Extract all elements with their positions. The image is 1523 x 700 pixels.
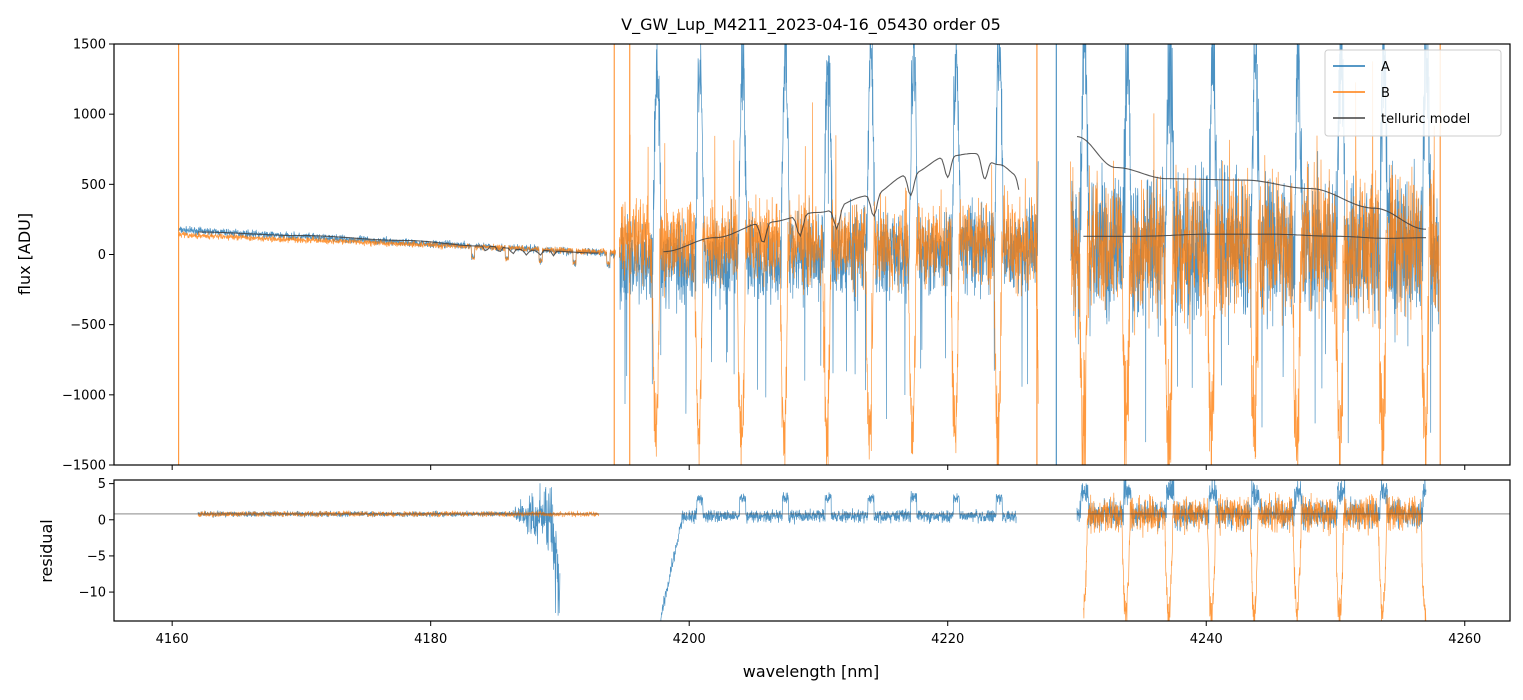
top-panel: −1500 −1000 −500 0 500 1000 1500 flux [ADU] A … bbox=[15, 38, 1511, 474]
legend: A B telluric model bbox=[1324, 49, 1502, 137]
top-y-tick-label: 0 bbox=[98, 248, 106, 263]
bottom-data-area bbox=[114, 480, 1510, 621]
bottom-x-tick-label: 4260 bbox=[1448, 632, 1481, 647]
bottom-axes-frame bbox=[113, 479, 1511, 622]
series-b-segment bbox=[178, 231, 616, 268]
legend-label-b: B bbox=[1381, 86, 1390, 101]
bottom-y-axis-label: residual bbox=[37, 519, 56, 582]
legend-label-telluric: telluric model bbox=[1381, 112, 1470, 127]
bottom-x-tick-label: 4160 bbox=[156, 632, 189, 647]
bottom-panel: 4160 4180 4200 4220 4240 4260 −10 −5 0 5 residual… bbox=[37, 477, 1511, 681]
series-telluric-model bbox=[197, 231, 599, 257]
top-y-tick-label: 500 bbox=[81, 178, 106, 193]
top-y-axis-label: flux [ADU] bbox=[15, 213, 34, 295]
bottom-x-tick-label: 4180 bbox=[414, 632, 447, 647]
bottom-y-tick-label: −10 bbox=[79, 586, 106, 601]
top-y-tick-label: −1000 bbox=[62, 388, 106, 403]
bottom-x-tick-label: 4220 bbox=[931, 632, 964, 647]
bottom-y-tick-label: 5 bbox=[98, 477, 106, 492]
top-y-tick-label: 1000 bbox=[73, 108, 106, 123]
top-y-tick-label: −500 bbox=[70, 318, 106, 333]
residual-b-segment bbox=[1083, 491, 1427, 621]
bottom-y-tick-label: 0 bbox=[98, 513, 106, 528]
bottom-x-tick-label: 4200 bbox=[673, 632, 706, 647]
bottom-axes: 4160 4180 4200 4220 4240 4260 −10 −5 0 5 bbox=[79, 477, 1482, 647]
x-axis-label: wavelength [nm] bbox=[743, 662, 880, 681]
residual-b-segment bbox=[197, 510, 600, 518]
series-telluric-model bbox=[663, 152, 1020, 253]
top-axes: −1500 −1000 −500 0 500 1000 1500 bbox=[62, 38, 1466, 474]
residual-a-segment bbox=[660, 490, 1017, 621]
series-b-segment bbox=[1070, 61, 1440, 465]
legend-label-a: A bbox=[1381, 60, 1390, 75]
top-y-tick-label: 1500 bbox=[73, 38, 106, 53]
series-b-segment bbox=[619, 102, 1039, 465]
bottom-y-tick-label: −5 bbox=[87, 549, 106, 564]
series-telluric-model bbox=[1083, 233, 1426, 239]
legend-box bbox=[1324, 49, 1502, 137]
series-telluric-model bbox=[1076, 136, 1427, 230]
series-a-segment bbox=[619, 44, 1039, 420]
top-y-tick-label: −1500 bbox=[62, 459, 106, 474]
chart-title: V_GW_Lup_M4211_2023-04-16_05430 order 05 bbox=[621, 15, 1001, 35]
bottom-x-tick-label: 4240 bbox=[1190, 632, 1223, 647]
